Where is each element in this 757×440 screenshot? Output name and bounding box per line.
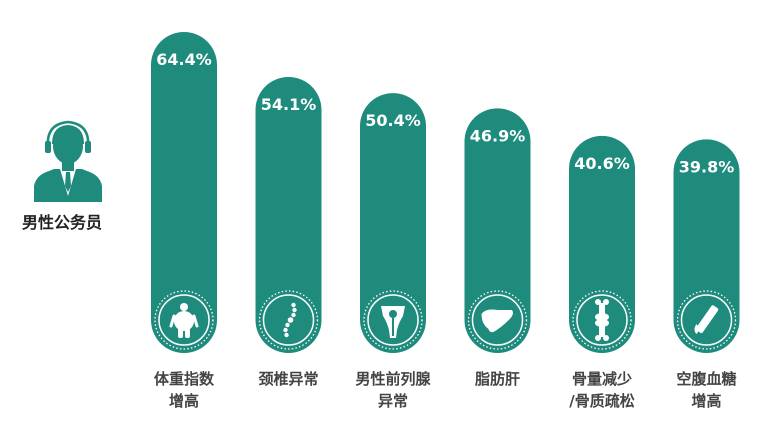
category-label: 空腹血糖增高 [676,370,736,410]
bar [673,139,740,353]
bar-group: 64.4% [151,32,217,353]
category-label: 脂肪肝 [475,370,520,388]
bar [360,93,426,353]
value-label: 50.4% [365,111,421,130]
bar [569,135,635,353]
value-label: 64.4% [156,50,212,69]
bar-group: 46.9% [464,108,531,353]
spine-icon [258,290,319,350]
bar-group: 50.4% [360,93,426,353]
bar-group: 40.6% [569,135,635,353]
group-label: 男性公务员 [22,213,102,232]
category-label: 骨量减少/骨质疏松 [569,370,634,410]
liver-icon [467,290,528,350]
bar-group: 39.8% [673,139,740,353]
bar [464,108,531,353]
category-label: 颈椎异常 [257,370,318,388]
male-civil-servant-icon [34,120,102,202]
value-label: 40.6% [574,154,630,173]
bar [151,32,217,353]
obesity-icon [154,290,214,350]
value-label: 54.1% [261,95,317,114]
bone-joint-icon [572,290,632,350]
prostate-icon [363,290,423,350]
bar [255,76,322,354]
value-label: 39.8% [679,157,735,176]
category-label: 体重指数增高 [154,370,215,410]
blood-sugar-test-icon [676,290,737,350]
bar-group: 54.1% [255,76,322,354]
category-label: 男性前列腺异常 [355,370,431,410]
value-label: 46.9% [470,126,526,145]
bars-group: 64.4% 体重指数增高 54.1% 颈椎异常 50.4% 男性前列腺异常 46.9% 脂肪肝… [151,32,740,410]
